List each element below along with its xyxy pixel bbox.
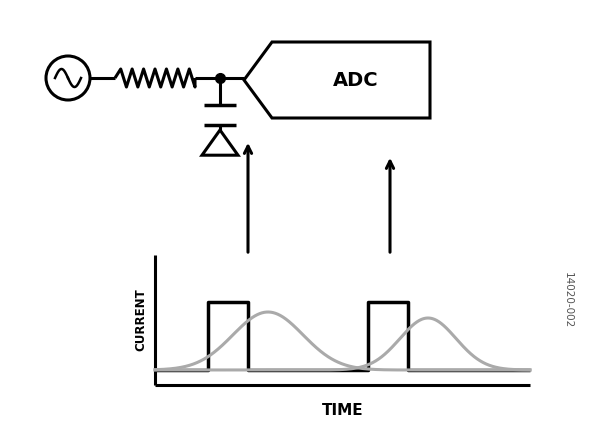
Text: 14020-002: 14020-002 [563, 272, 573, 328]
Text: CURRENT: CURRENT [134, 289, 148, 352]
Polygon shape [244, 42, 430, 118]
Text: ADC: ADC [333, 70, 379, 89]
Text: TIME: TIME [322, 403, 364, 418]
